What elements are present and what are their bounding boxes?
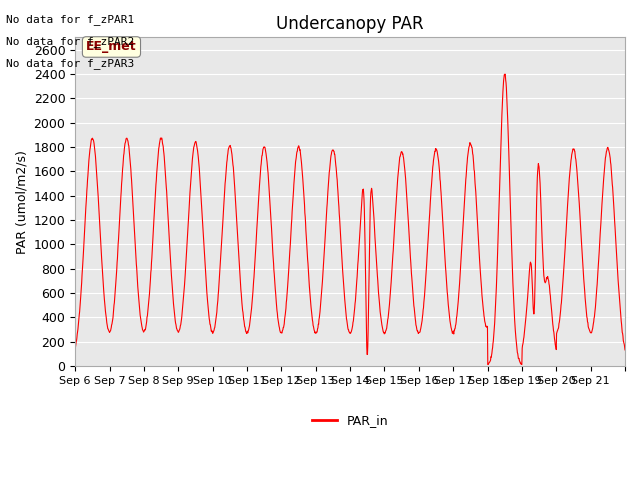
Text: No data for f_zPAR3: No data for f_zPAR3 — [6, 58, 134, 69]
Text: EE_met: EE_met — [86, 40, 137, 53]
Y-axis label: PAR (umol/m2/s): PAR (umol/m2/s) — [15, 150, 28, 253]
Legend: PAR_in: PAR_in — [307, 409, 394, 432]
Text: No data for f_zPAR1: No data for f_zPAR1 — [6, 14, 134, 25]
Title: Undercanopy PAR: Undercanopy PAR — [276, 15, 424, 33]
Text: No data for f_zPAR2: No data for f_zPAR2 — [6, 36, 134, 47]
